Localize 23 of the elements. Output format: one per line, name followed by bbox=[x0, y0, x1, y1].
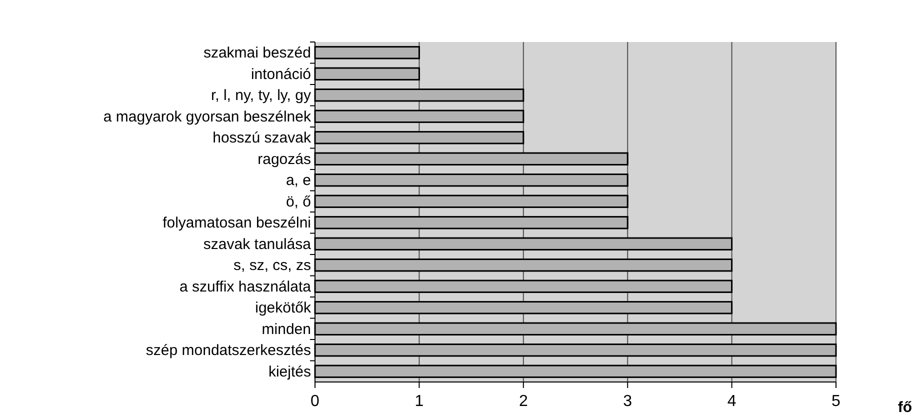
y-tick-label: a magyarok gyorsan beszélnek bbox=[103, 108, 312, 126]
y-tick-label: minden bbox=[262, 320, 311, 338]
y-tick-label: a, e bbox=[286, 172, 311, 190]
y-tick-label: ragozás bbox=[258, 150, 311, 168]
y-tick-label: a szuffix használata bbox=[180, 278, 312, 296]
x-axis-title: fő bbox=[898, 399, 912, 416]
x-tick-label: 2 bbox=[518, 393, 528, 410]
y-tick-label: szép mondatszerkesztés bbox=[146, 342, 311, 360]
x-tick-label: 3 bbox=[623, 393, 632, 410]
y-tick-label: ö, ő bbox=[286, 193, 311, 210]
x-tick-label: 5 bbox=[832, 393, 841, 410]
x-tick-label: 1 bbox=[414, 393, 424, 410]
x-tick-label: 4 bbox=[727, 393, 736, 410]
y-tick-label: igekötők bbox=[255, 300, 312, 317]
y-tick-label: hosszú szavak bbox=[212, 130, 312, 147]
x-tick-label: 0 bbox=[310, 393, 320, 410]
y-tick-label: szavak tanulása bbox=[203, 236, 312, 253]
y-tick-label: folyamatosan beszélni bbox=[162, 214, 311, 232]
y-tick-label: kiejtés bbox=[268, 363, 311, 380]
y-tick-label: intonáció bbox=[250, 66, 311, 83]
y-tick-label: szakmai beszéd bbox=[203, 44, 311, 62]
y-tick-label: r, l, ny, ty, ly, gy bbox=[210, 87, 312, 104]
y-tick-label: s, sz, cs, zs bbox=[233, 257, 311, 274]
